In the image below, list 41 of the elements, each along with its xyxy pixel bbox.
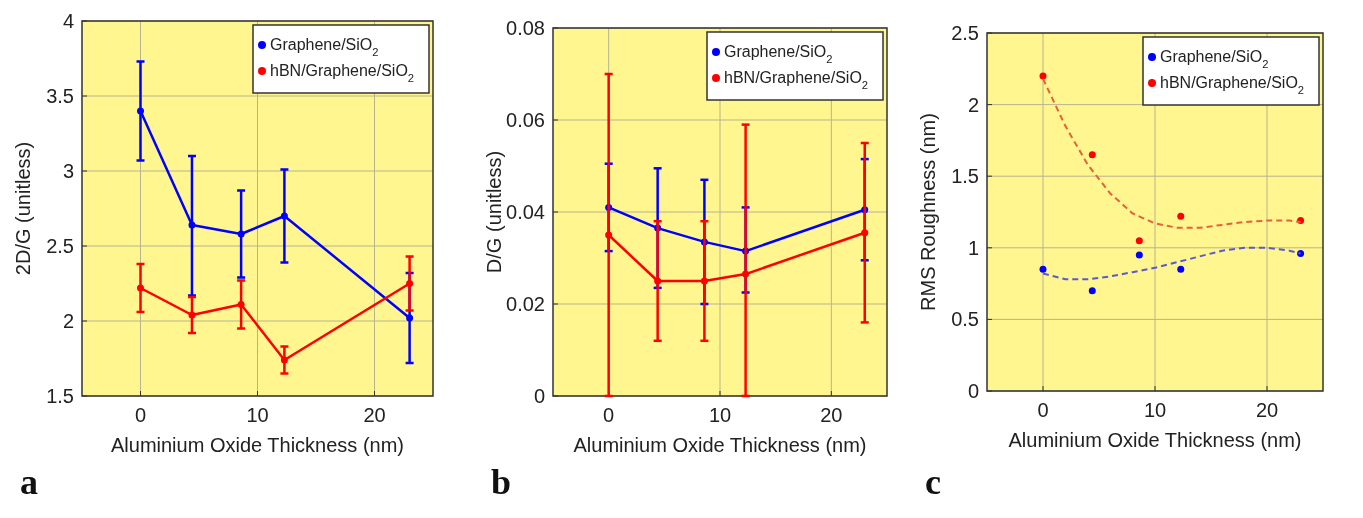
y-tick-label: 1 (967, 236, 979, 259)
y-tick-label: 4 (62, 10, 74, 32)
x-tick-label: 0 (1037, 399, 1049, 421)
x-tick-label: 10 (708, 404, 732, 426)
y-tick-label: 1.5 (46, 385, 74, 407)
y-tick-label: 1.5 (951, 165, 979, 188)
x-axis-title: Aluminium Oxide Thickness (nm) (110, 434, 405, 456)
x-tick-label: 0 (134, 404, 147, 426)
y-tick-label: 0 (967, 380, 979, 402)
y-tick-label: 2 (62, 310, 74, 332)
legend-label: Graphene/SiO$_{2}$ (1160, 48, 1269, 70)
y-tick-label: 3 (62, 160, 74, 182)
y-axis-title: RMS Roughness (nm) (917, 113, 939, 311)
text: a (20, 462, 38, 502)
x-axis-title: Aluminium Oxide Thickness (nm) (1008, 429, 1302, 451)
x-tick-label: 20 (820, 404, 843, 426)
y-tick-label: 0.06 (506, 109, 545, 131)
text: b (491, 462, 512, 502)
y-tick-label: 2 (967, 93, 979, 116)
y-tick-label: 0.02 (506, 293, 545, 315)
legend-label: Graphene/SiO$_{2}$ (270, 36, 379, 58)
x-tick-label: 10 (246, 404, 269, 426)
x-tick-label: 20 (363, 404, 386, 426)
x-tick-label: 10 (1143, 399, 1167, 421)
x-tick-label: 20 (1255, 399, 1279, 421)
legend-label: hBN/Graphene/SiO$_{2}$ (724, 69, 869, 91)
y-tick-label: 3.5 (46, 85, 74, 107)
text: c (925, 462, 941, 502)
legend-label: Graphene/SiO$_{2}$ (724, 43, 833, 65)
y-tick-label: 2.5 (951, 22, 979, 44)
legend-label: hBN/Graphene/SiO$_{2}$ (1160, 74, 1305, 96)
x-tick-label: 0 (603, 404, 615, 426)
y-tick-label: 0.04 (506, 201, 545, 223)
legend-label: hBN/Graphene/SiO$_{2}$ (270, 62, 415, 84)
x-axis-title: Aluminium Oxide Thickness (nm) (573, 434, 867, 456)
y-axis-title: 2D/G (unitless) (12, 141, 34, 276)
y-tick-label: 0 (533, 385, 545, 407)
y-tick-label: 0.5 (951, 308, 979, 331)
y-axis-title: D/G (unitless) (483, 150, 505, 274)
y-tick-label: 2.5 (46, 235, 74, 257)
y-tick-label: 0.08 (506, 17, 545, 39)
